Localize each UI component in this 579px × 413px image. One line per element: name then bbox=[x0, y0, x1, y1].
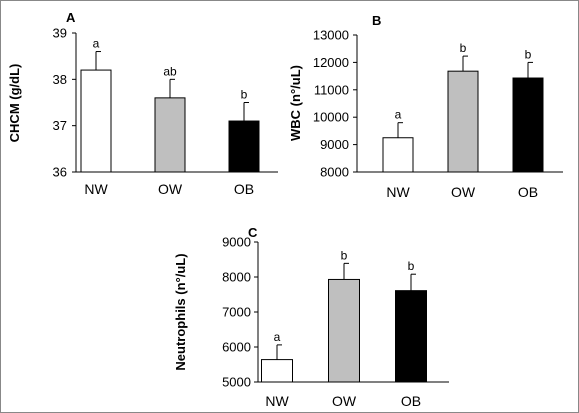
y-tick-label: 6000 bbox=[222, 340, 251, 355]
category-label: OW bbox=[158, 181, 183, 197]
y-axis-title: WBC (n°/uL) bbox=[288, 65, 303, 141]
y-tick-label: 8000 bbox=[320, 165, 349, 180]
panel-letter: A bbox=[66, 10, 76, 25]
y-tick-label: 9000 bbox=[222, 235, 251, 250]
y-tick-label: 13000 bbox=[313, 28, 349, 43]
category-label: OB bbox=[234, 181, 254, 197]
y-tick-label: 8000 bbox=[222, 270, 251, 285]
significance-label: b bbox=[241, 88, 248, 102]
significance-label: ab bbox=[163, 64, 177, 78]
significance-label: a bbox=[395, 108, 402, 122]
category-label: OW bbox=[451, 184, 476, 200]
panel-c: C Neutrophils (n°/uL) 5000 6000 7000 8000 9000… bbox=[173, 225, 449, 409]
bar-nw bbox=[80, 69, 112, 173]
category-label: OB bbox=[518, 184, 538, 200]
y-tick-label: 36 bbox=[53, 165, 67, 180]
bar-ob bbox=[395, 290, 427, 383]
category-label: OB bbox=[401, 393, 421, 409]
significance-label: b bbox=[341, 248, 348, 262]
panel-a: A CHCM (g/dL) 36 37 38 39 a NW ab OW b OB bbox=[7, 10, 278, 197]
category-label: NW bbox=[265, 393, 289, 409]
y-tick-label: 7000 bbox=[222, 305, 251, 320]
category-label: NW bbox=[84, 181, 108, 197]
panel-b: B WBC (n°/uL) 8000 9000 10000 11000 12000 13000… bbox=[288, 13, 563, 200]
bar-ow bbox=[447, 70, 479, 173]
y-tick-label: 5000 bbox=[222, 375, 251, 390]
bar-nw bbox=[382, 137, 414, 173]
significance-label: b bbox=[460, 41, 467, 55]
significance-label: a bbox=[274, 330, 281, 344]
significance-label: b bbox=[408, 259, 415, 273]
y-tick-label: 10000 bbox=[313, 110, 349, 125]
panel-letter: B bbox=[372, 13, 381, 28]
bar-ob bbox=[228, 120, 260, 173]
significance-label: a bbox=[93, 37, 100, 51]
panel-letter: C bbox=[248, 225, 258, 240]
y-axis-title: Neutrophils (n°/uL) bbox=[173, 253, 188, 370]
y-tick-label: 11000 bbox=[314, 82, 349, 97]
bar-ob bbox=[512, 77, 544, 173]
y-axis-title: CHCM (g/dL) bbox=[7, 64, 22, 143]
y-tick-label: 38 bbox=[53, 72, 67, 87]
y-tick-label: 12000 bbox=[313, 55, 349, 70]
bar-ow bbox=[328, 278, 360, 383]
category-label: NW bbox=[386, 184, 410, 200]
significance-label: b bbox=[525, 47, 532, 61]
bar-nw bbox=[261, 359, 293, 383]
category-label: OW bbox=[332, 393, 357, 409]
y-tick-label: 39 bbox=[53, 26, 67, 41]
bar-ow bbox=[154, 97, 186, 173]
y-tick-label: 9000 bbox=[320, 137, 349, 152]
y-tick-label: 37 bbox=[53, 118, 67, 133]
